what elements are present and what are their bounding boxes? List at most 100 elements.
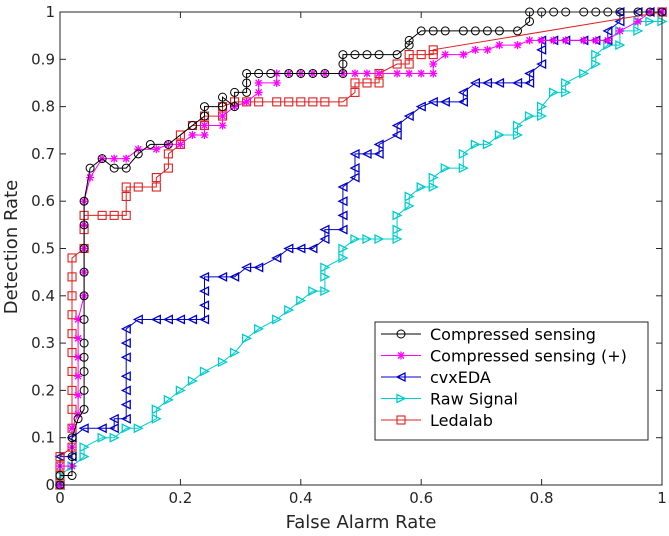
marker-circle [513,26,523,36]
x-tick-label: 0.6 [409,489,433,507]
x-tick-label: 0.4 [289,489,313,507]
marker-square [133,182,143,192]
marker-triangle-left [439,96,450,107]
y-tick-label: 0.9 [31,50,55,68]
marker-asterisk [615,26,624,35]
series-cvxeda [54,6,667,491]
marker-square [392,59,402,69]
marker-triangle-left [307,243,318,254]
marker-triangle-left [120,371,131,382]
marker-triangle-left [186,314,198,325]
marker-triangle-right [284,304,295,316]
marker-triangle-left [391,129,402,141]
marker-asterisk-stroke [441,51,449,59]
marker-asterisk-stroke [405,70,413,77]
marker-triangle-right [524,111,536,122]
marker-triangle-right [133,423,144,434]
marker-asterisk-stroke [471,46,479,54]
marker-circle [525,16,535,26]
marker-circle [494,26,504,36]
marker-asterisk [134,145,143,154]
marker-square [67,291,77,301]
marker-circle [109,163,119,173]
marker-circle [284,68,294,78]
marker-asterisk [350,69,359,78]
marker-square [404,59,414,69]
marker-square [416,50,426,60]
marker-circle [79,352,89,362]
x-tick-label: 0.2 [168,489,192,507]
series-compressed-sensing [56,8,666,489]
marker-circle [362,50,372,60]
marker-asterisk [591,36,600,45]
marker-triangle-right [187,375,198,386]
legend-label: cvxEDA [430,368,491,387]
marker-circle [79,385,89,395]
marker-triangle-left [395,371,406,383]
marker-asterisk-stroke [616,27,624,35]
marker-triangle-right [494,129,505,141]
marker-square [374,78,384,88]
marker-triangle-right [217,356,228,368]
legend-label: Ledalab [430,411,493,430]
marker-asterisk [74,334,83,343]
marker-asterisk-stroke [496,41,503,49]
marker-circle [338,68,348,78]
marker-triangle-right [392,210,403,221]
marker-asterisk [200,130,209,139]
marker-asterisk-stroke [580,36,588,44]
marker-asterisk-stroke [363,70,371,77]
marker-square [121,191,131,202]
marker-triangle-left [469,77,481,89]
marker-asterisk [495,41,504,50]
marker-triangle-left [337,224,348,235]
marker-asterisk [483,45,492,54]
marker-asterisk [188,130,197,139]
marker-asterisk-stroke [273,79,281,87]
marker-triangle-right [615,40,626,51]
marker-asterisk [525,36,534,45]
marker-asterisk-stroke [74,334,82,342]
marker-circle [79,366,89,376]
marker-triangle-left [457,87,468,98]
marker-circle [145,139,155,149]
marker-circle [404,40,414,50]
legend-item-raw-signal: Raw Signal [381,390,518,409]
marker-circle [67,452,77,462]
y-tick-label: 0.1 [31,429,55,447]
marker-triangle-left [199,271,210,282]
marker-triangle-right [536,111,548,122]
marker-asterisk-stroke [634,18,642,25]
marker-square [121,210,131,220]
series-raw-signal [55,16,668,491]
marker-asterisk [110,154,119,163]
marker-triangle-right [121,423,132,434]
marker-circle [338,59,348,69]
series-compressed-sensing [55,7,667,490]
marker-triangle-left [150,314,161,325]
marker-asterisk-stroke [201,122,208,129]
marker-circle [254,68,264,78]
marker-triangle-right [428,172,439,183]
marker-square [163,149,173,159]
marker-asterisk [152,145,161,154]
marker-triangle-right [151,404,162,415]
marker-asterisk [579,36,588,45]
marker-triangle-left [319,233,330,245]
marker-triangle-left [391,120,402,131]
y-tick-label: 0.4 [31,287,55,305]
marker-square [67,404,77,414]
marker-asterisk-stroke [176,140,184,148]
marker-triangle-left [337,210,348,221]
marker-triangle-right [470,139,481,150]
marker-asterisk-stroke [188,131,196,139]
marker-circle [396,329,406,339]
marker-asterisk [561,36,570,45]
marker-square [296,97,306,107]
marker-triangle-right [416,181,427,193]
marker-triangle-left [241,262,252,273]
marker-asterisk [254,78,263,87]
marker-circle [374,50,384,60]
legend: Compressed sensing Compressed sensing (+)… [374,321,649,441]
marker-square [67,310,77,320]
